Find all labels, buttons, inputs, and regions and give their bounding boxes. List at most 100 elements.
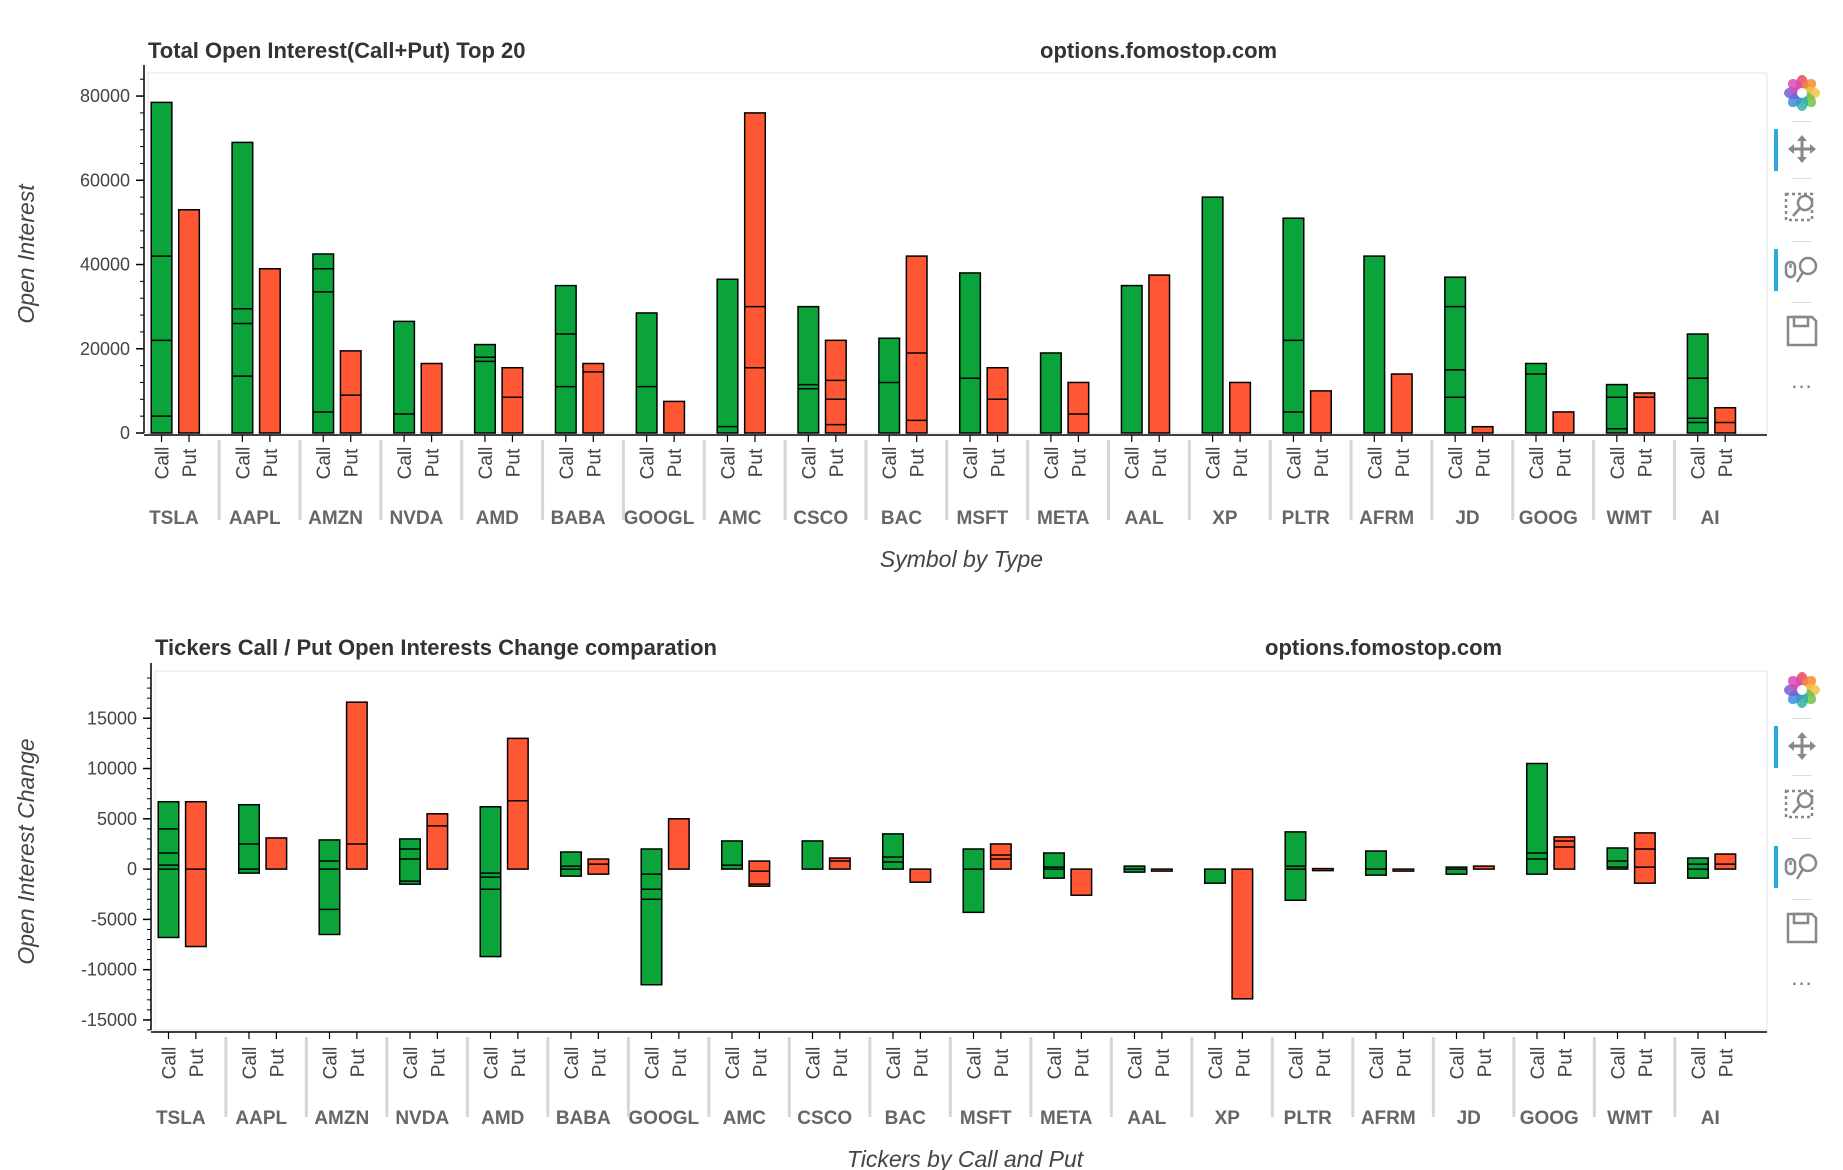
symbol-tick-label: AMD	[476, 508, 519, 529]
type-tick-label: Put	[746, 448, 767, 477]
put-bar	[1150, 868, 1173, 872]
type-tick-label: Call	[1528, 1047, 1549, 1080]
call-bar	[1201, 196, 1224, 434]
type-tick-label: Put	[1474, 448, 1495, 477]
call-bar	[559, 851, 582, 877]
type-tick-label: Call	[803, 1047, 824, 1080]
type-tick-label: Call	[1286, 1047, 1307, 1080]
wheel-zoom-icon[interactable]	[1774, 842, 1830, 892]
box-zoom-icon[interactable]	[1774, 182, 1830, 232]
y-tick-label: 0	[127, 859, 137, 879]
symbol-tick-label: AFRM	[1361, 1108, 1416, 1129]
call-bar	[1282, 217, 1305, 434]
symbol-tick-label: AMZN	[314, 1108, 369, 1129]
type-tick-label: Put	[1555, 1048, 1576, 1077]
call-bar	[231, 141, 254, 434]
type-tick-label: Put	[750, 1048, 771, 1077]
put-bar	[1633, 392, 1656, 434]
type-tick-label: Put	[1636, 1048, 1657, 1077]
call-bar	[1525, 762, 1548, 875]
call-bar	[801, 840, 824, 870]
pan-icon[interactable]	[1774, 125, 1830, 175]
save-icon[interactable]	[1774, 903, 1830, 953]
watermark-text: options.fomostop.com	[1040, 38, 1277, 63]
wheel-zoom-icon[interactable]	[1774, 245, 1830, 295]
type-tick-label: Call	[964, 1047, 985, 1080]
symbol-tick-label: BAC	[881, 508, 922, 529]
y-tick-label: -10000	[81, 960, 137, 980]
box-zoom-icon[interactable]	[1774, 779, 1830, 829]
watermark-text: options.fomostop.com	[1265, 635, 1502, 660]
wheel-zoom-icon-glyph	[1784, 256, 1818, 283]
put-bar	[1148, 274, 1171, 434]
put-bar	[1472, 865, 1495, 870]
call-bar	[318, 839, 341, 936]
type-tick-label: Call	[240, 1047, 261, 1080]
more-tools-button[interactable]: ...	[1791, 965, 1813, 990]
symbol-tick-label: GOOG	[1520, 1108, 1579, 1129]
y-tick-label: -5000	[91, 909, 137, 929]
type-tick-label: Put	[989, 448, 1010, 477]
chart-2: Tickers Call / Put Open Interests Change…	[13, 635, 1768, 1170]
type-tick-label: Call	[1125, 1047, 1146, 1080]
save-icon[interactable]	[1774, 306, 1830, 356]
type-tick-label: Call	[1608, 1047, 1629, 1080]
put-bar	[824, 339, 847, 434]
type-tick-label: Call	[159, 1047, 180, 1080]
type-tick-label: Call	[1447, 1047, 1468, 1080]
type-tick-label: Put	[911, 1048, 932, 1077]
bokeh-logo-icon[interactable]	[1774, 665, 1830, 715]
call-bar	[1605, 383, 1628, 434]
type-tick-label: Call	[1284, 447, 1305, 480]
symbol-tick-label: AMC	[718, 508, 762, 529]
type-tick-label: Put	[180, 448, 201, 477]
pan-icon-glyph	[1788, 135, 1816, 163]
type-tick-label: Put	[267, 1048, 288, 1077]
symbol-tick-label: JD	[1455, 508, 1479, 529]
call-bar	[958, 272, 982, 434]
symbol-tick-label: META	[1040, 1108, 1093, 1129]
symbol-tick-label: GOOGL	[628, 1108, 699, 1129]
type-tick-label: Call	[1204, 447, 1225, 480]
bokeh-logo-icon[interactable]	[1774, 68, 1830, 118]
type-tick-label: Call	[799, 447, 820, 480]
put-bar	[743, 112, 767, 434]
type-tick-label: Put	[670, 1048, 691, 1077]
toolbar-separator	[1792, 241, 1812, 242]
call-bar	[1042, 852, 1065, 879]
type-tick-label: Put	[1475, 1048, 1496, 1077]
put-bar	[909, 868, 932, 883]
put-bar	[339, 350, 362, 434]
put-bar	[265, 837, 288, 870]
type-tick-label: Put	[342, 448, 363, 477]
put-bar	[501, 366, 524, 434]
type-tick-label: Put	[423, 448, 444, 477]
symbol-tick-label: AMC	[723, 1108, 767, 1129]
type-tick-label: Call	[1608, 447, 1629, 480]
symbol-tick-label: BABA	[556, 1108, 611, 1129]
put-bar	[1229, 381, 1252, 434]
put-bar	[1471, 425, 1494, 434]
type-tick-label: Call	[320, 1047, 341, 1080]
put-bar	[1309, 390, 1332, 434]
type-tick-label: Put	[261, 448, 282, 477]
symbol-tick-label: AFRM	[1359, 508, 1414, 529]
pan-icon[interactable]	[1774, 722, 1830, 772]
call-bar	[878, 337, 901, 434]
type-tick-label: Call	[562, 1047, 583, 1080]
call-bar	[1444, 276, 1467, 434]
symbol-tick-label: PLTR	[1282, 508, 1330, 529]
type-tick-label: Put	[589, 1048, 610, 1077]
more-tools-button[interactable]: ...	[1791, 368, 1813, 393]
call-bar	[479, 805, 502, 958]
call-bar	[1686, 333, 1709, 434]
toolbar-separator	[1792, 718, 1812, 719]
y-tick-label: 20000	[80, 339, 130, 359]
call-bar	[473, 343, 497, 434]
save-icon-glyph	[1786, 912, 1818, 944]
symbol-tick-label: MSFT	[957, 508, 1009, 529]
type-tick-label: Call	[1042, 447, 1063, 480]
symbol-tick-label: GOOGL	[624, 508, 695, 529]
pan-icon-glyph	[1788, 732, 1816, 760]
